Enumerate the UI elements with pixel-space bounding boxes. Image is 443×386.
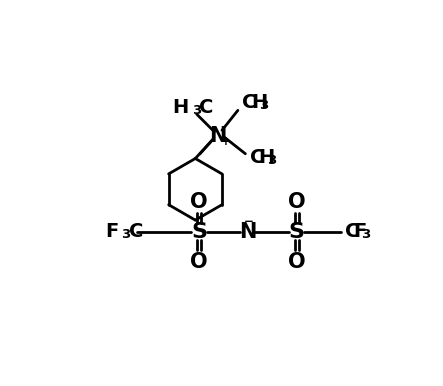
Text: F: F xyxy=(353,222,366,240)
Text: 3: 3 xyxy=(192,104,201,117)
Text: O: O xyxy=(190,192,208,212)
Text: H: H xyxy=(251,93,267,112)
Text: C: C xyxy=(199,98,214,117)
Text: 3: 3 xyxy=(260,99,268,112)
Text: S: S xyxy=(289,222,305,242)
Text: −: − xyxy=(244,215,254,229)
Text: C: C xyxy=(129,222,143,240)
Text: F: F xyxy=(105,222,118,240)
Text: C: C xyxy=(250,148,264,167)
Text: 3: 3 xyxy=(361,229,371,242)
Text: S: S xyxy=(191,222,207,242)
Text: N: N xyxy=(239,222,256,242)
Text: O: O xyxy=(288,192,306,212)
Text: 3: 3 xyxy=(121,229,130,242)
Text: N: N xyxy=(210,125,227,146)
Text: O: O xyxy=(288,252,306,272)
Text: O: O xyxy=(190,252,208,272)
Text: H: H xyxy=(258,148,275,167)
Text: H: H xyxy=(173,98,189,117)
Text: 3: 3 xyxy=(267,154,276,167)
Text: +: + xyxy=(221,135,231,148)
Text: C: C xyxy=(345,222,360,240)
Text: C: C xyxy=(242,93,257,112)
